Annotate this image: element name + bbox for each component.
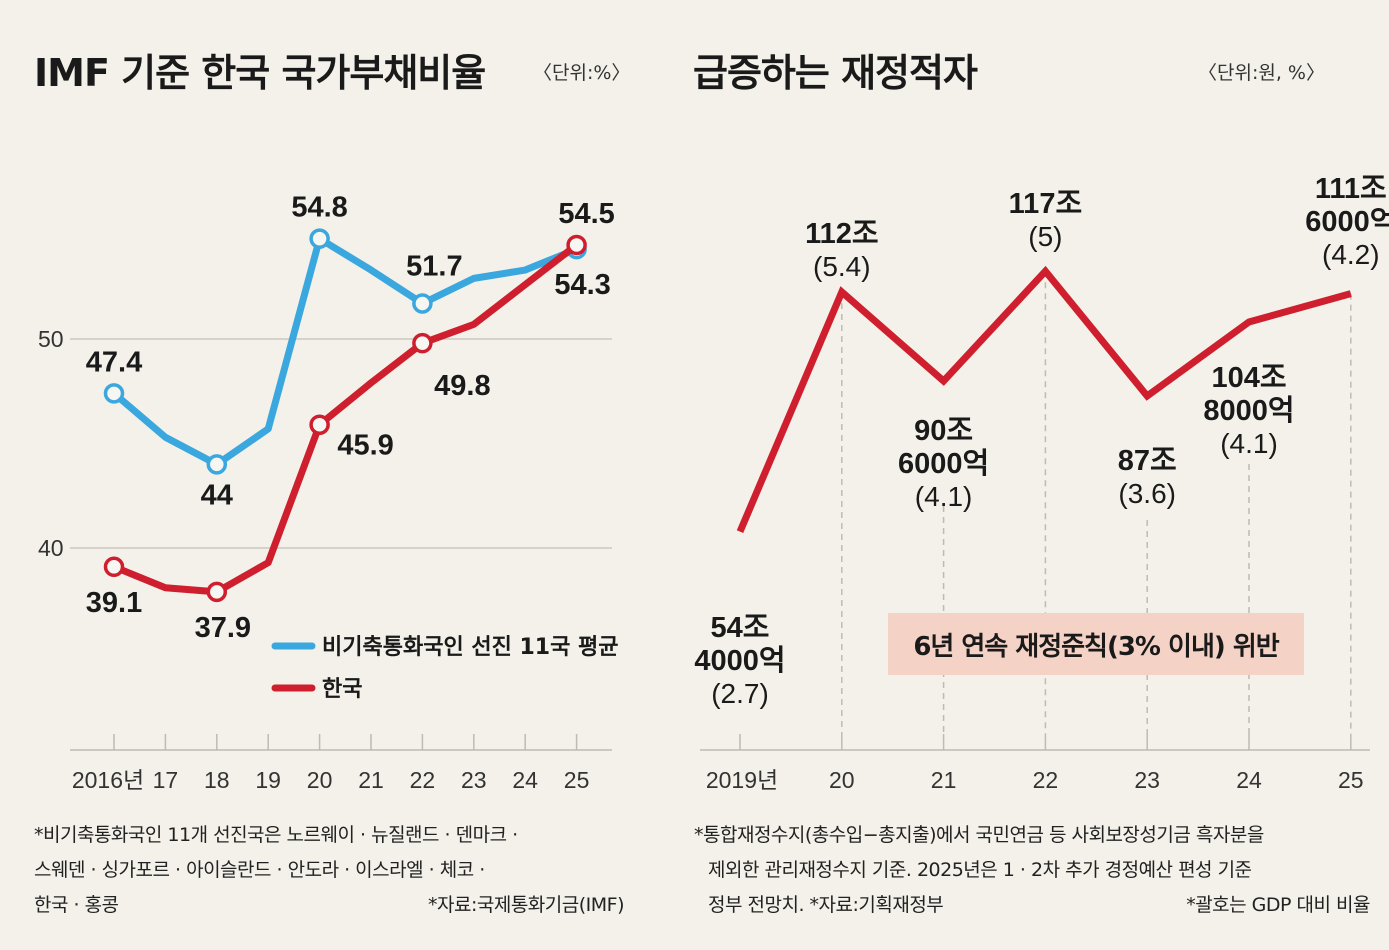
left-x-tick-label: 25 (564, 767, 590, 793)
legend-label-0: 비기축통화국인 선진 11국 평균 (322, 635, 618, 660)
left-series-0-marker (412, 293, 433, 314)
left-series-1-data-label: 37.9 (195, 612, 251, 644)
left-series-1-data-label: 45.9 (337, 430, 393, 462)
right-x-tick-label: 2019년 (706, 767, 778, 793)
left-series-0-data-label: 44 (201, 479, 233, 511)
left-x-tick-label: 20 (307, 767, 333, 793)
right-pct-label: (2.7) (711, 678, 769, 709)
left-series-1-marker (309, 414, 330, 435)
left-chart-unit: 〈단위:%〉 (533, 62, 631, 84)
left-series-0-data-label: 54.3 (554, 269, 610, 301)
left-x-tick-label: 17 (153, 767, 179, 793)
left-series-0-marker (103, 383, 125, 404)
right-footnote-line-2: 제외한 관리재정수지 기준. 2025년은 1 · 2차 추가 경정예산 편성 … (708, 859, 1252, 881)
left-series-0-marker (206, 454, 228, 475)
left-x-tick-label: 23 (461, 767, 487, 793)
left-x-tick-label: 22 (410, 767, 436, 793)
right-value-label: 87조 (1118, 445, 1177, 477)
right-pct-label: (5.4) (813, 251, 871, 282)
right-series-line (736, 265, 1352, 533)
right-value-label: 111조 (1315, 173, 1387, 205)
right-value-label: 4000억 (694, 644, 785, 677)
left-series-0-data-label: 47.4 (86, 346, 142, 378)
left-series-1-data-label: 39.1 (86, 587, 142, 619)
right-value-label: 6000억 (1305, 205, 1389, 238)
rule-violation-banner: 6년 연속 재정준칙(3% 이내) 위반 (888, 613, 1304, 675)
left-x-tick-label: 24 (512, 767, 538, 793)
left-footnote: *비기축통화국인 11개 선진국은 노르웨이 · 뉴질랜드 · 덴마크 · 스웨… (34, 818, 625, 923)
right-x-tick-label: 22 (1033, 767, 1059, 793)
right-x-tick-label: 21 (931, 767, 957, 793)
left-source: *자료:국제통화기금(IMF) (428, 894, 625, 916)
left-series-0-data-label: 51.7 (406, 250, 462, 282)
right-pct-label: (4.1) (915, 481, 973, 512)
right-value-label: 54조 (711, 612, 770, 644)
left-y-tick-40: 40 (38, 535, 64, 561)
left-footnote-line-2: 스웨덴 · 싱가포르 · 아이슬란드 · 안도라 · 이스라엘 · 체코 · (34, 859, 485, 881)
right-value-label: 117조 (1009, 188, 1082, 220)
right-footnote: *통합재정수지(총수입−총지출)에서 국민연금 등 사회보장성기금 흑자분을 제… (694, 818, 1370, 923)
left-series-line-1 (110, 241, 581, 596)
left-footnote-line-1: *비기축통화국인 11개 선진국은 노르웨이 · 뉴질랜드 · 덴마크 · (34, 824, 518, 846)
legend-label-1: 한국 (322, 677, 362, 702)
right-footnote-line-3: 정부 전망치. *자료:기획재정부 (708, 894, 944, 916)
right-footnote-line-1: *통합재정수지(총수입−총지출)에서 국민연금 등 사회보장성기금 흑자분을 (694, 824, 1264, 846)
left-chart-title: IMF 기준 한국 국가부채비율 (34, 51, 486, 95)
left-series-1-marker (566, 234, 587, 256)
left-x-tick-label: 19 (255, 767, 281, 793)
right-x-tick-label: 23 (1134, 767, 1160, 793)
right-chart-unit: 〈단위:원, %〉 (1198, 62, 1325, 84)
left-series-line-0 (110, 235, 581, 468)
left-series-1-marker (412, 332, 433, 354)
right-pct-label: (3.6) (1118, 478, 1176, 509)
left-series-1-data-label: 54.5 (558, 198, 614, 230)
left-series-0-marker (309, 228, 330, 249)
right-chart-title: 급증하는 재정적자 (693, 51, 978, 95)
right-x-tick-label: 20 (829, 767, 855, 793)
left-x-tick-label: 2016년 (72, 767, 144, 793)
right-value-label: 104조 (1211, 362, 1286, 394)
right-pct-label: (4.2) (1322, 239, 1380, 270)
right-pct-label: (5) (1028, 221, 1062, 252)
right-value-label: 6000억 (898, 447, 989, 480)
left-series-0-data-label: 54.8 (291, 192, 347, 224)
left-y-tick-50: 50 (38, 326, 64, 352)
right-x-tick-label: 25 (1338, 767, 1364, 793)
right-value-label: 90조 (914, 415, 973, 447)
right-value-label: 112조 (805, 218, 878, 250)
left-footnote-line-3: 한국 · 홍콩 (34, 894, 119, 916)
left-series-1-marker (103, 556, 125, 578)
right-pct-label: (4.1) (1220, 428, 1278, 459)
right-source: *괄호는 GDP 대비 비율 (1186, 894, 1370, 916)
right-value-label: 8000억 (1203, 394, 1294, 427)
left-series-1-data-label: 49.8 (434, 370, 490, 402)
left-x-tick-label: 18 (204, 767, 230, 793)
right-x-tick-label: 24 (1236, 767, 1262, 793)
left-series-1-marker (206, 581, 228, 603)
left-x-tick-label: 21 (358, 767, 384, 793)
